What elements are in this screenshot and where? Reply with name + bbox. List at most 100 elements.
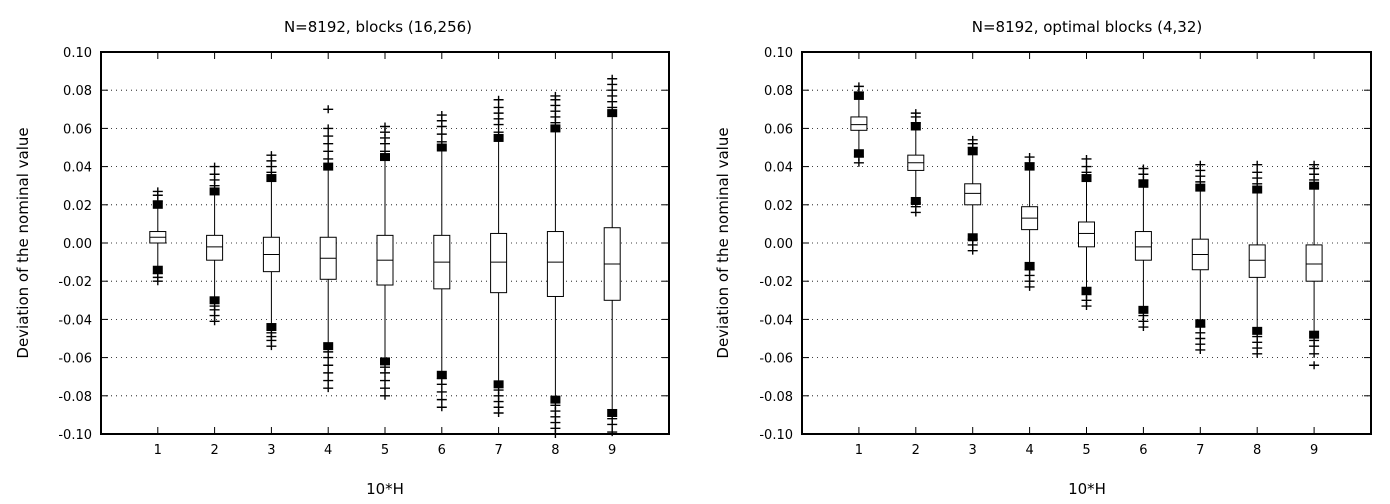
outlier-marker (152, 187, 163, 196)
outlier-marker (550, 91, 561, 100)
outlier-marker (910, 198, 921, 207)
outlier-marker (1309, 160, 1320, 169)
chart-right-box-8 (1248, 160, 1266, 358)
chart-right-x-tick-label: 9 (1310, 443, 1318, 458)
chart-left-y-tick-label: -0.08 (58, 390, 92, 405)
chart-right-box-4 (1021, 153, 1039, 291)
outlier-marker (1195, 160, 1206, 169)
chart-left-x-axis-label: 10*H (366, 480, 404, 498)
chart-left-y-tick-label: -0.10 (58, 428, 92, 443)
chart-left-y-tick-label: 0.02 (63, 199, 92, 214)
outlier-marker (323, 105, 334, 114)
outlier-marker (1081, 162, 1092, 171)
chart-right-x-tick-label: 3 (969, 443, 977, 458)
lower-whisker-cap (266, 323, 277, 332)
chart-right-x-axis-label: 10*H (1068, 480, 1106, 498)
chart-left-y-tick-label: 0.06 (63, 122, 92, 137)
outlier-marker (323, 147, 334, 156)
chart-right-x-tick-label: 2 (912, 443, 920, 458)
lower-whisker-cap (380, 357, 390, 366)
iqr-box (850, 116, 868, 131)
outlier-marker (1195, 323, 1206, 332)
chart-left-x-tick-label: 4 (324, 443, 332, 458)
iqr-box (546, 231, 564, 297)
chart-right-y-tick-label: -0.08 (759, 390, 793, 405)
chart-right-y-tick-label: 0.08 (764, 84, 793, 99)
outlier-marker (152, 269, 163, 278)
lower-whisker-cap (323, 342, 334, 351)
outlier-marker (323, 376, 334, 385)
upper-whisker-cap (607, 109, 618, 118)
chart-right-y-tick-label: -0.02 (759, 275, 793, 290)
lower-whisker-cap (1252, 326, 1263, 335)
chart-right-x-tick-label: 1 (855, 443, 863, 458)
outlier-marker (493, 103, 504, 112)
outlier-marker (967, 135, 978, 144)
upper-whisker-cap (380, 153, 390, 162)
chart-right-y-tick-label: -0.06 (759, 352, 793, 367)
outlier-marker (967, 235, 978, 244)
outlier-marker (380, 384, 390, 393)
upper-whisker-cap (1081, 174, 1092, 183)
chart-left-y-tick-label: 0.04 (63, 161, 92, 176)
upper-whisker-cap (1309, 181, 1320, 190)
chart-left-box-7 (490, 95, 508, 417)
chart-right-frame (801, 51, 1372, 435)
outlier-marker (436, 387, 447, 396)
chart-right-box-7 (1191, 160, 1209, 354)
outlier-marker (323, 347, 334, 356)
lower-whisker-cap (209, 296, 220, 305)
upper-whisker-cap (436, 143, 447, 152)
outlier-marker (1081, 154, 1092, 163)
outlier-marker (323, 368, 334, 377)
outlier-marker (323, 361, 334, 370)
outlier-marker (436, 395, 447, 404)
outlier-marker (436, 137, 447, 146)
outlier-marker (1138, 164, 1149, 173)
upper-whisker-cap (323, 162, 334, 171)
chart-right-title: N=8192, optimal blocks (4,32) (972, 18, 1202, 36)
outlier-marker (323, 132, 334, 141)
outlier-marker (323, 154, 334, 163)
outlier-marker (1309, 349, 1320, 358)
chart-left-y-axis-label: Deviation of the nominal value (14, 127, 32, 358)
chart-right-x-tick-label: 6 (1139, 443, 1147, 458)
chart-left-box-3 (262, 151, 280, 351)
lower-whisker-cap (1138, 305, 1149, 314)
outlier-marker (493, 386, 504, 395)
outlier-marker (323, 124, 334, 133)
chart-left-box-8 (546, 91, 564, 438)
outlier-marker (1138, 311, 1149, 320)
outlier-marker (380, 122, 390, 131)
chart-left-frame (100, 51, 670, 435)
iqr-box (1305, 244, 1323, 282)
lower-whisker-cap (1309, 330, 1320, 339)
lower-whisker-cap (607, 408, 618, 417)
chart-left-x-tick-label: 2 (210, 443, 218, 458)
outlier-marker (910, 109, 921, 118)
outlier-marker (380, 391, 390, 400)
chart-left-y-tick-label: 0.00 (63, 237, 92, 252)
outlier-marker (607, 74, 618, 83)
chart-left-x-tick-label: 1 (154, 443, 162, 458)
chart-left-x-tick-label: 9 (608, 443, 616, 458)
upper-whisker-cap (266, 174, 277, 183)
lower-whisker-cap (493, 380, 504, 389)
chart-right-x-tick-label: 4 (1025, 443, 1033, 458)
outlier-marker (493, 95, 504, 104)
outlier-marker (436, 111, 447, 120)
chart-left-box-6 (433, 111, 451, 412)
chart-left-x-tick-label: 3 (267, 443, 275, 458)
iqr-box (1078, 221, 1095, 248)
chart-right-box-2 (907, 109, 925, 217)
outlier-marker (1252, 332, 1263, 341)
iqr-box (1134, 231, 1152, 261)
outlier-marker (323, 384, 334, 393)
chart-right-box-3 (964, 135, 982, 255)
chart-right-y-tick-label: 0.04 (764, 161, 793, 176)
outlier-marker (380, 363, 390, 372)
chart-left-box-1 (149, 187, 167, 286)
chart-left-box-9 (603, 74, 621, 437)
outlier-marker (436, 374, 447, 383)
outlier-marker (1252, 160, 1263, 169)
